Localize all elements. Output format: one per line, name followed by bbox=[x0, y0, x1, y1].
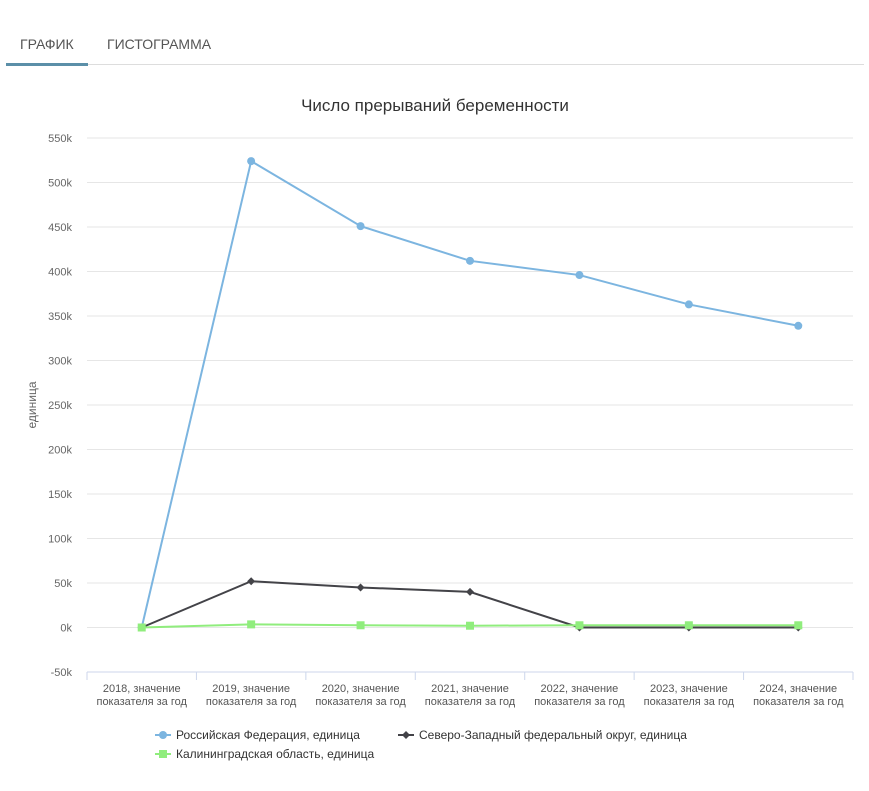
data-point bbox=[247, 620, 256, 629]
y-tick-label: 150k bbox=[48, 489, 72, 501]
y-tick-label: -50k bbox=[51, 667, 73, 679]
y-tick-label: 300k bbox=[48, 356, 72, 368]
data-point bbox=[794, 321, 803, 330]
data-point bbox=[137, 623, 146, 632]
legend-label: Калининградская область, единица bbox=[176, 747, 375, 761]
data-point bbox=[466, 256, 474, 265]
y-axis-label: единица bbox=[25, 381, 39, 428]
legend-item-kaliningrad[interactable]: Калининградская область, единица bbox=[155, 747, 374, 761]
series-line bbox=[140, 159, 799, 628]
chart-title: Число прерываний беременности bbox=[301, 96, 569, 115]
y-tick-label: 400k bbox=[48, 267, 72, 279]
x-tick-label: показателя за год bbox=[206, 696, 297, 708]
x-tick-label: показателя за год bbox=[425, 696, 516, 708]
legend-item-northwest[interactable]: Северо-Западный федеральный округ, едини… bbox=[398, 728, 687, 742]
y-tick-label: 550k bbox=[48, 133, 72, 145]
y-tick-label: 250k bbox=[48, 400, 72, 412]
x-tick-label: показателя за год bbox=[753, 696, 844, 708]
x-tick-label: 2019, значение bbox=[212, 683, 290, 695]
y-tick-label: 450k bbox=[48, 222, 72, 234]
legend-label: Северо-Западный федеральный округ, едини… bbox=[419, 728, 687, 742]
data-point bbox=[684, 300, 693, 309]
x-tick-label: показателя за год bbox=[534, 696, 625, 708]
data-point bbox=[575, 271, 584, 280]
tab-graph[interactable]: ГРАФИК bbox=[6, 36, 88, 66]
x-tick-label: показателя за год bbox=[96, 696, 187, 708]
x-tick-label: 2021, значение bbox=[431, 683, 509, 695]
x-tick-label: 2023, значение bbox=[650, 683, 728, 695]
y-tick-label: 0k bbox=[60, 623, 72, 635]
data-point bbox=[356, 222, 365, 231]
tab-histogram[interactable]: ГИСТОГРАММА bbox=[107, 36, 212, 52]
data-point bbox=[466, 587, 474, 596]
y-tick-label: 100k bbox=[48, 534, 72, 546]
data-point bbox=[466, 621, 474, 630]
data-point bbox=[356, 621, 365, 630]
data-point bbox=[575, 621, 584, 630]
x-tick-label: 2020, значение bbox=[322, 683, 400, 695]
data-point bbox=[247, 577, 256, 586]
y-tick-label: 200k bbox=[48, 445, 72, 457]
x-tick-label: 2018, значение bbox=[103, 683, 181, 695]
tab-bar: ГРАФИК ГИСТОГРАММА bbox=[6, 22, 864, 66]
data-point bbox=[684, 621, 693, 630]
legend-label: Российская Федерация, единица bbox=[176, 728, 360, 742]
y-tick-label: 350k bbox=[48, 311, 72, 323]
y-tick-label: 50k bbox=[54, 578, 72, 590]
x-tick-label: 2022, значение bbox=[541, 683, 619, 695]
data-point bbox=[247, 157, 256, 166]
y-tick-label: 500k bbox=[48, 178, 72, 190]
x-tick-label: показателя за год bbox=[644, 696, 735, 708]
legend-item-russia[interactable]: Российская Федерация, единица bbox=[155, 728, 360, 742]
x-tick-label: 2024, значение bbox=[759, 683, 837, 695]
data-point bbox=[356, 583, 365, 592]
data-point bbox=[794, 621, 803, 630]
x-tick-label: показателя за год bbox=[315, 696, 406, 708]
